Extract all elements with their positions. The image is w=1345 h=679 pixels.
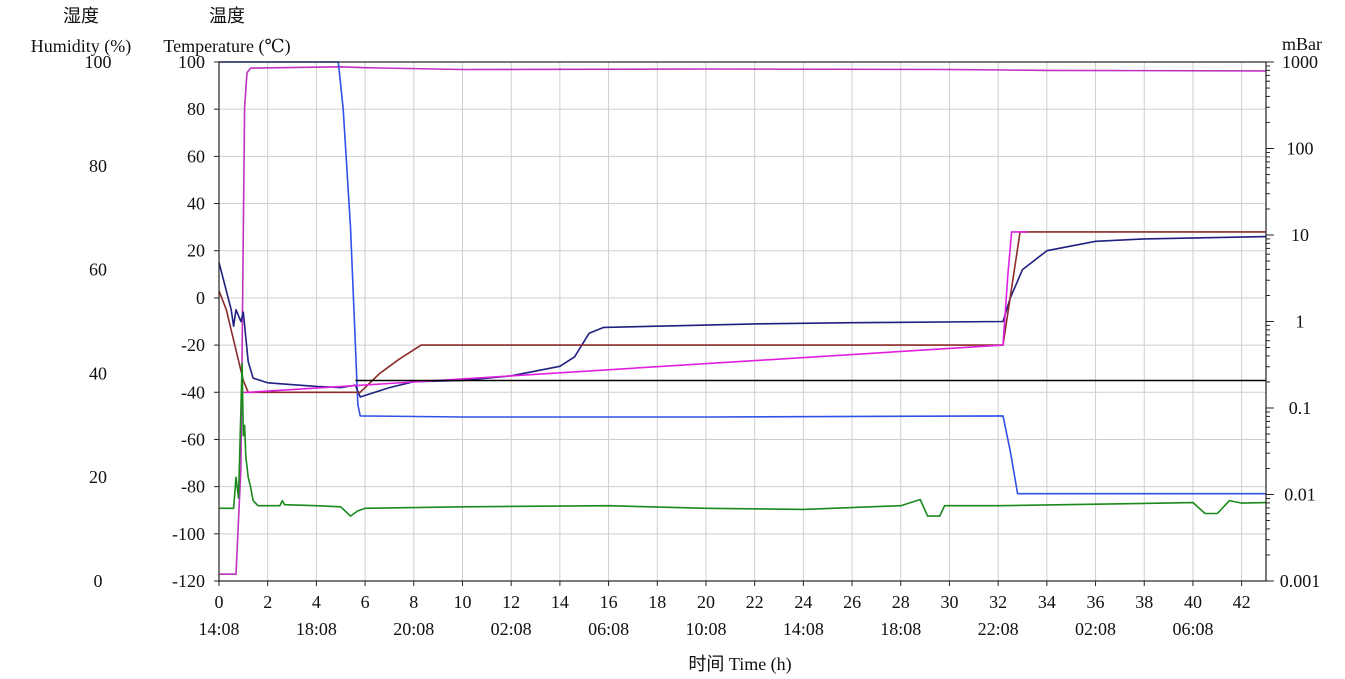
humidity-tick-label: 100 <box>85 52 112 72</box>
temperature-tick-label: -40 <box>181 382 205 402</box>
x-tick-label: 12 <box>502 592 520 612</box>
x-tick-label: 36 <box>1087 592 1105 612</box>
series-line-2 <box>219 61 1266 495</box>
axis-layer: 0 2 4 6 8 10 12 14 16 18 20 22 24 26 28 30 32 34 36 38 40 421… <box>85 52 1321 639</box>
x-tick-label: 10 <box>453 592 471 612</box>
temperature-tick-label: 20 <box>187 241 205 261</box>
x-tick-label: 20 <box>697 592 715 612</box>
pressure-tick-label: 0.01 <box>1284 485 1316 505</box>
x-tick-label: 22 <box>746 592 764 612</box>
humidity-title-cn: 湿度 <box>63 6 99 26</box>
humidity-tick-label: 20 <box>89 467 107 487</box>
temperature-tick-label: -100 <box>172 524 205 544</box>
x-tick-label: 32 <box>989 592 1007 612</box>
pressure-tick-label: 1 <box>1296 312 1305 332</box>
temperature-tick-label: 40 <box>187 194 205 214</box>
x-axis-title: 时间 Time (h) <box>688 654 791 675</box>
series-line-1 <box>219 66 1267 575</box>
pressure-unit-label: mBar <box>1282 34 1322 54</box>
plot-frame <box>218 61 1267 582</box>
series-line-7 <box>219 362 1267 517</box>
time-tick-label: 18:08 <box>880 619 921 639</box>
time-tick-label: 18:08 <box>296 619 337 639</box>
humidity-tick-label: 40 <box>89 363 107 383</box>
temperature-tick-label: -80 <box>181 477 205 497</box>
x-tick-label: 18 <box>648 592 666 612</box>
temperature-tick-label: -120 <box>172 571 205 591</box>
x-tick-label: 26 <box>843 592 861 612</box>
grid <box>218 61 1266 582</box>
x-tick-label: 30 <box>940 592 958 612</box>
pressure-tick-label: 10 <box>1291 225 1309 245</box>
humidity-tick-label: 80 <box>89 156 107 176</box>
x-tick-label: 16 <box>600 592 618 612</box>
temperature-tick-label: 80 <box>187 99 205 119</box>
time-tick-label: 06:08 <box>1172 619 1213 639</box>
humidity-title-en: Humidity (%) <box>31 36 132 57</box>
humidity-tick-label: 60 <box>89 260 107 280</box>
series-line-4 <box>218 231 1266 394</box>
x-tick-label: 2 <box>263 592 272 612</box>
time-tick-label: 02:08 <box>491 619 532 639</box>
x-tick-label: 40 <box>1184 592 1202 612</box>
temperature-title-cn: 温度 <box>209 6 245 26</box>
pressure-tick-label: 1000 <box>1282 52 1318 72</box>
x-tick-label: 8 <box>409 592 418 612</box>
series-line-5 <box>243 231 1028 394</box>
series-layer <box>218 61 1267 575</box>
time-tick-label: 14:08 <box>198 619 239 639</box>
time-tick-label: 02:08 <box>1075 619 1116 639</box>
temperature-tick-label: -60 <box>181 429 205 449</box>
x-tick-label: 38 <box>1135 592 1153 612</box>
temperature-tick-label: -20 <box>181 335 205 355</box>
temperature-title-en: Temperature (℃) <box>163 36 290 57</box>
time-tick-label: 20:08 <box>393 619 434 639</box>
pressure-tick-label: 0.1 <box>1289 398 1312 418</box>
x-tick-label: 6 <box>361 592 370 612</box>
time-tick-label: 10:08 <box>685 619 726 639</box>
x-tick-label: 34 <box>1038 592 1056 612</box>
humidity-tick-label: 0 <box>94 571 103 591</box>
x-tick-label: 0 <box>215 592 224 612</box>
temperature-tick-label: 60 <box>187 146 205 166</box>
x-tick-label: 28 <box>892 592 910 612</box>
temperature-tick-label: 0 <box>196 288 205 308</box>
x-tick-label: 42 <box>1233 592 1251 612</box>
x-tick-label: 24 <box>794 592 812 612</box>
time-tick-label: 22:08 <box>978 619 1019 639</box>
time-tick-label: 14:08 <box>783 619 824 639</box>
pressure-tick-label: 0.001 <box>1280 571 1321 591</box>
series-line-3 <box>218 235 1267 398</box>
x-tick-label: 4 <box>312 592 321 612</box>
temperature-tick-label: 100 <box>178 52 205 72</box>
pressure-tick-label: 100 <box>1287 139 1314 159</box>
x-tick-label: 14 <box>551 592 569 612</box>
time-tick-label: 06:08 <box>588 619 629 639</box>
